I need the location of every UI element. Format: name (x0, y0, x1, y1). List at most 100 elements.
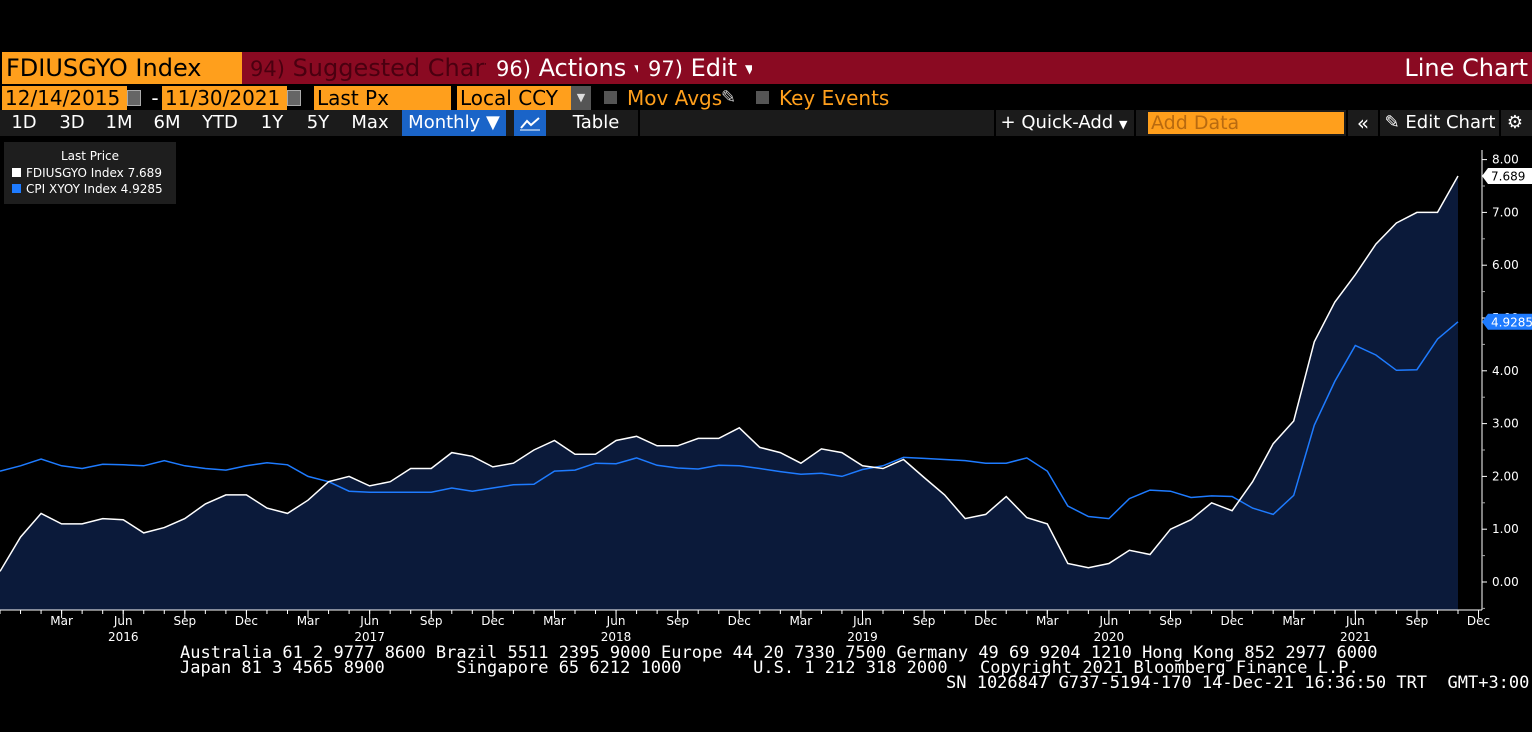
line-chart: 8.007.006.005.004.003.002.001.000.007.68… (0, 136, 1532, 646)
x-axis-year-label: 2020 (1094, 630, 1125, 644)
edit-chart-button[interactable]: ✎ Edit Chart (1382, 110, 1498, 136)
toolbar-divider (994, 110, 996, 136)
edit-menu[interactable]: 97) Edit ▼ (638, 52, 760, 84)
date-range-toolbar: 12/14/2015 - 11/30/2021 Last Px Local CC… (0, 86, 1532, 110)
x-axis-year-label: 2021 (1340, 630, 1371, 644)
y-axis-tick-label: 2.00 (1492, 469, 1519, 483)
period-1d-button[interactable]: 1D (11, 112, 37, 133)
pencil-icon: ✎ (1384, 112, 1400, 133)
footer-contacts-line1: Australia 61 2 9777 8600 Brazil 5511 239… (180, 643, 1378, 663)
x-axis-tick-label: Jun (1345, 614, 1365, 628)
period-1m-button[interactable]: 1M (105, 112, 133, 133)
edit-label: Edit (690, 54, 738, 82)
chevron-down-icon[interactable]: ▼ (571, 86, 591, 110)
pencil-icon[interactable]: ✎ (721, 87, 737, 108)
mov-avgs-checkbox[interactable] (604, 91, 617, 104)
frequency-label: Monthly (408, 112, 481, 133)
chart-type-title: Line Chart (752, 52, 1532, 84)
line-chart-view-button[interactable] (514, 110, 546, 136)
legend-series-value: 7.689 (127, 166, 162, 180)
security-ticker-field[interactable]: FDIUSGYO Index (2, 52, 244, 84)
x-axis-tick-label: Mar (790, 614, 813, 628)
quick-add-button[interactable]: + Quick-Add ▼ (1000, 110, 1128, 136)
period-1y-button[interactable]: 1Y (260, 112, 284, 133)
legend-item-cpi[interactable]: CPI XYOY Index 4.9285 (12, 182, 163, 196)
period-toolbar: 1D 3D 1M 6M YTD 1Y 5Y Max Monthly ▼ Tabl… (0, 110, 1532, 136)
x-axis-tick-label: Dec (235, 614, 258, 628)
end-date-field[interactable]: 11/30/2021 (162, 86, 287, 110)
gear-icon[interactable]: ⚙ (1506, 112, 1524, 133)
edit-number: 97) (648, 57, 683, 81)
caret-down-icon: ▼ (1118, 118, 1128, 131)
table-view-button[interactable]: Table (572, 112, 620, 133)
calendar-icon[interactable] (127, 90, 141, 106)
x-axis-tick-label: Mar (1282, 614, 1305, 628)
x-axis-tick-label: Jun (606, 614, 626, 628)
legend-series-value: 4.9285 (120, 182, 163, 196)
currency-selector[interactable]: Local CCY (457, 86, 574, 110)
toolbar-divider (1499, 110, 1501, 136)
legend-series-name: CPI XYOY Index (26, 182, 117, 196)
toolbar-divider (638, 110, 640, 136)
x-axis-tick-label: Mar (50, 614, 73, 628)
period-5y-button[interactable]: 5Y (306, 112, 330, 133)
x-axis-tick-label: Mar (543, 614, 566, 628)
x-axis-tick-label: Jun (113, 614, 133, 628)
last-value-label: 4.9285 (1491, 315, 1532, 329)
x-axis-year-label: 2017 (354, 630, 385, 644)
toolbar-divider (1378, 110, 1380, 136)
x-axis-tick-label: Sep (420, 614, 443, 628)
actions-number: 96) (496, 57, 531, 81)
fdiusgyo-series-line (0, 175, 1459, 572)
y-axis-tick-label: 4.00 (1492, 364, 1519, 378)
chart-legend[interactable]: Last Price FDIUSGYO Index 7.689 CPI XYOY… (4, 142, 176, 204)
footer-contacts-line2: Japan 81 3 4565 8900 Singapore 65 6212 1… (180, 658, 948, 678)
y-axis-tick-label: 8.00 (1492, 153, 1519, 167)
collapse-chevrons-icon[interactable]: « (1356, 111, 1370, 135)
period-ytd-button[interactable]: YTD (202, 112, 238, 133)
x-axis-year-label: 2018 (601, 630, 632, 644)
last-value-flag (1482, 313, 1532, 330)
legend-item-fdiusgyo[interactable]: FDIUSGYO Index 7.689 (12, 166, 162, 180)
fdiusgyo-area-fill (0, 176, 1458, 610)
toolbar-divider (1134, 110, 1136, 136)
frequency-selector[interactable]: Monthly ▼ (402, 110, 506, 136)
caret-down-icon: ▼ (745, 62, 755, 76)
actions-label: Actions (538, 54, 627, 82)
x-axis-tick-label: Sep (666, 614, 689, 628)
quick-add-label: Quick-Add (1021, 112, 1114, 133)
field-selector[interactable]: Last Px (314, 86, 451, 110)
suggested-charts-label: Suggested Charts (292, 54, 507, 82)
y-axis-tick-label: 7.00 (1492, 205, 1519, 219)
x-axis-tick-label: Dec (1220, 614, 1243, 628)
actions-menu[interactable]: 96) Actions▼ (486, 52, 646, 84)
x-axis-tick-label: Dec (728, 614, 751, 628)
triangle-down-icon: ▼ (485, 112, 500, 133)
period-3d-button[interactable]: 3D (59, 112, 85, 133)
x-axis-tick-label: Sep (913, 614, 936, 628)
period-max-button[interactable]: Max (351, 112, 389, 133)
last-value-flag (1482, 168, 1532, 185)
x-axis-year-label: 2019 (847, 630, 878, 644)
x-axis-tick-label: Dec (481, 614, 504, 628)
calendar-icon[interactable] (287, 90, 301, 106)
x-axis-tick-label: Sep (1159, 614, 1182, 628)
x-axis-tick-label: Sep (174, 614, 197, 628)
footer-session-info: SN 1026847 G737-5194-170 14-Dec-21 16:36… (946, 673, 1530, 693)
period-6m-button[interactable]: 6M (153, 112, 181, 133)
start-date-field[interactable]: 12/14/2015 (2, 86, 127, 110)
x-axis-tick-label: Mar (1036, 614, 1059, 628)
key-events-checkbox[interactable] (756, 91, 769, 104)
suggested-charts-menu[interactable]: 94) Suggested Charts (242, 52, 506, 84)
footer-copyright: Copyright 2021 Bloomberg Finance L.P. (980, 658, 1359, 678)
line-chart-icon (520, 117, 540, 131)
y-axis-tick-label: 3.00 (1492, 417, 1519, 431)
y-axis-tick-label: 1.00 (1492, 522, 1519, 536)
x-axis-tick-label: Mar (297, 614, 320, 628)
suggested-charts-number: 94) (250, 57, 285, 81)
add-data-input[interactable]: Add Data (1148, 112, 1344, 134)
last-value-label: 7.689 (1491, 170, 1525, 184)
legend-swatch (12, 168, 21, 177)
cpi-series-line (0, 321, 1459, 520)
x-axis-tick-label: Jun (852, 614, 872, 628)
